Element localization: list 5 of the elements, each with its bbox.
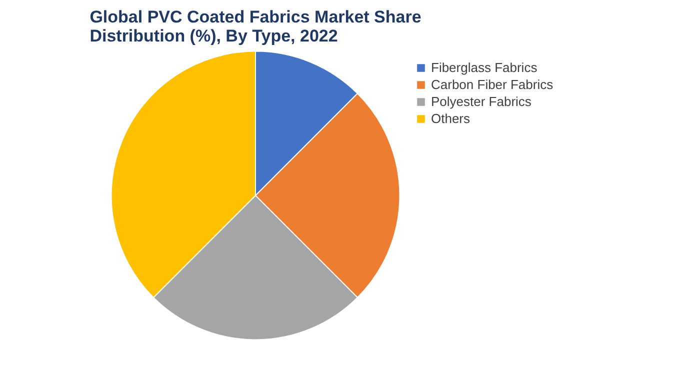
legend-label: Fiberglass Fabrics [431, 60, 538, 75]
legend-label: Others [431, 111, 470, 126]
chart-title: Global PVC Coated Fabrics Market Share Distribution (%), By Type, 2022 [90, 8, 422, 46]
legend-label: Polyester Fabrics [431, 94, 532, 109]
legend-label: Carbon Fiber Fabrics [431, 77, 554, 92]
